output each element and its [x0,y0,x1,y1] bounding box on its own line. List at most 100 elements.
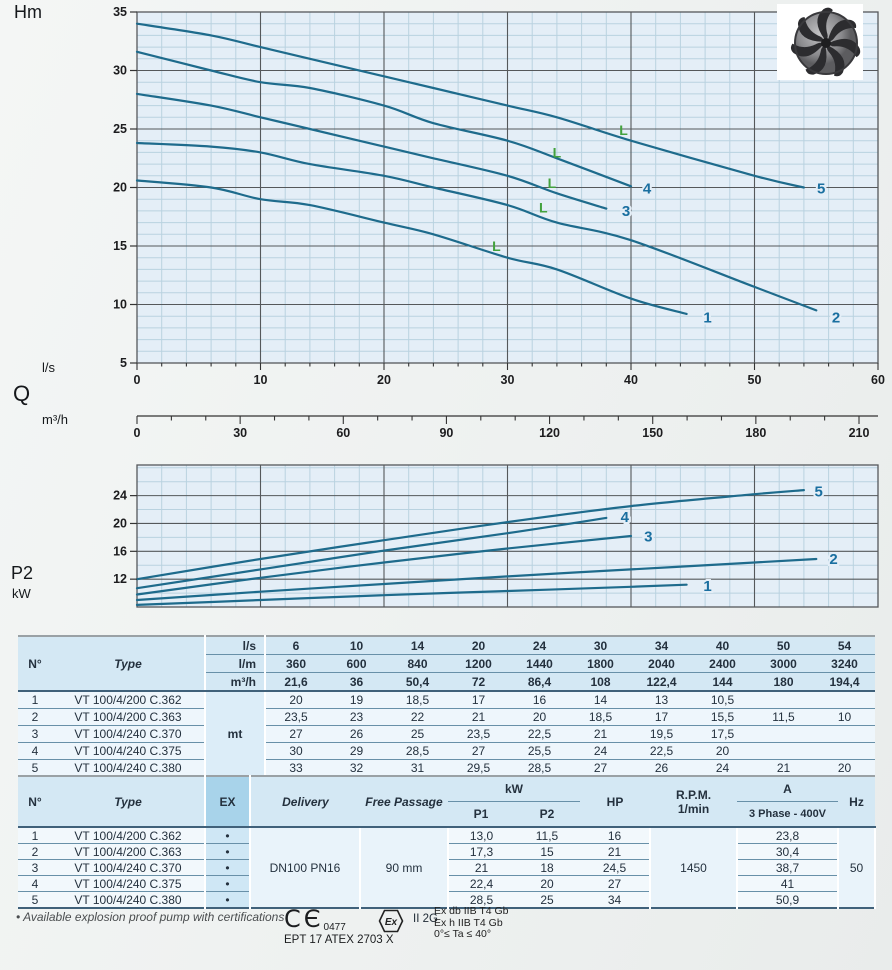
power-unit-label: kW [12,586,31,601]
col-header-no: N° [18,776,52,828]
m3h-tick-label: 180 [745,426,766,440]
motor-data-table: N° Type EX Delivery Free Passage kW HP R.P.M. 1/… [18,775,876,909]
head-value-cell: 24 [570,742,631,760]
ls-tick-label: 0 [134,373,141,387]
head-value-cell: 17 [631,708,692,726]
head-value-cell: 20 [692,742,753,760]
table-row: 3 VT 100/4/240 C.370 27 26 25 23,5 22,5 21 19,5 1… [18,725,875,743]
head-value-cell: 27 [570,759,631,777]
head-curve-label-1: 1 [703,309,711,326]
impeller-blade [790,42,823,57]
head-value-cell [753,742,814,760]
head-value-cell: 14 [570,691,631,709]
head-curve-label-5: 5 [817,181,825,198]
unit-header-1: l/s [204,636,266,655]
power-curve-label-4: 4 [621,509,630,526]
head-value-cell [753,725,814,743]
ex-available-dot: • [204,859,251,876]
row-number-cell: 5 [18,891,52,908]
table-row: 1 VT 100/4/200 C.362 mt 20 19 18,5 17 16 14 13 10,… [18,691,875,777]
head-value-cell: 17 [448,691,509,709]
head-value-cell: 15,5 [692,708,753,726]
head-value-cell: 25 [387,725,448,743]
ex-available-dot: • [204,827,251,844]
amps-cell: 38,7 [737,859,838,876]
head-value-cell: 27 [265,725,326,743]
head-value-cell: 20 [509,708,570,726]
table-row: 5 VT 100/4/240 C.380 • 28,5 25 34 50,9 [18,891,875,908]
m3h-tick-label: 150 [642,426,663,440]
head-value-cell: 23 [326,708,387,726]
col-header-no: N° [18,636,52,692]
head-value-cell: 18,5 [387,691,448,709]
p1-cell: 22,4 [448,875,514,892]
head-value-cell: 10,5 [692,691,753,709]
impeller-blade [829,38,861,58]
table-row: 3 VT 100/4/240 C.370 • 21 18 24,5 38,7 [18,859,875,876]
row-number-cell: 3 [18,859,52,876]
limit-marker: L [539,199,548,215]
flow-header-cell: 2400 [692,654,753,673]
pump-type-cell: VT 100/4/240 C.370 [52,859,205,876]
head-curve-5 [135,22,805,189]
head-value-cell: 22 [387,708,448,726]
row-number-cell: 4 [18,875,52,892]
m3h-tick-label: 90 [439,426,453,440]
ex-marking-line: Ex db IIB T4 Gb [434,905,509,917]
p2-cell: 15 [514,843,580,860]
m3h-tick-label: 210 [849,426,870,440]
ex-available-dot: • [204,843,251,860]
head-value-cell: 11,5 [753,708,814,726]
y-tick-label: 12 [113,572,127,586]
head-value-cell [814,691,875,709]
ex-marking-lines: Ex db IIB T4 Gb Ex h IIB T4 Gb 0°≤ Ta ≤ … [434,905,509,941]
head-value-cell: 24 [692,759,753,777]
y-tick-label: 30 [113,64,127,78]
head-value-cell: 21 [448,708,509,726]
power-curve-label-1: 1 [703,578,711,595]
pump-type-cell: VT 100/4/240 C.375 [52,875,205,892]
pump-type-cell: VT 100/4/200 C.362 [52,827,205,844]
flow-header-cell: 1800 [570,654,631,673]
table-body: 1 VT 100/4/200 C.362 • DN100 PN16 90 mm 13,0 1… [18,827,876,908]
head-value-cell: 20 [814,759,875,777]
header-row: N° Type EX Delivery Free Passage kW HP R.P.M. 1/… [18,776,875,828]
head-value-cell: 28,5 [387,742,448,760]
head-curve-1 [135,179,688,315]
flow-header-cell: 86,4 [509,672,570,692]
pump-type-cell: VT 100/4/200 C.363 [52,708,205,726]
header-row: N° Type l/s 6 10 14 20 24 30 34 40 50 54 [18,636,875,692]
ex-available-dot: • [204,875,251,892]
unit-mt-cell: mt [204,691,266,777]
flow-unit-m3h-label: m³/h [42,412,68,427]
m3h-tick-label: 30 [233,426,247,440]
flow-header-cell: 40 [692,636,753,655]
flow-header-cell: 6 [265,636,326,655]
amps-cell: 41 [737,875,838,892]
table-row: 4 VT 100/4/240 C.375 30 29 28,5 27 25,5 24 22,5 2… [18,742,875,760]
unit-header-3: m³/h [204,672,266,692]
m3h-tick-label: 60 [336,426,350,440]
flow-header-cell: 54 [814,636,875,655]
flow-header-cell: 3000 [753,654,814,673]
head-values-table-wrap: N° Type l/s 6 10 14 20 24 30 34 40 50 54 l/m 360 600 840… [18,635,875,778]
flow-header-cell: 14 [387,636,448,655]
plot-border [136,464,879,608]
impeller-blade [805,46,827,75]
col-header-rpm: R.P.M. 1/min [650,776,737,828]
head-value-cell: 26 [631,759,692,777]
p1-cell: 28,5 [448,891,514,908]
ce-certification: CЄ0477 EPT 17 ATEX 2703 X [284,905,394,946]
head-value-cell: 16 [509,691,570,709]
power-curve-label-5: 5 [815,483,823,500]
head-curve-label-4: 4 [643,181,652,198]
head-value-cell: 10 [814,708,875,726]
power-curve-label-2: 2 [829,551,837,568]
power-curve-2 [135,557,818,602]
explosion-proof-note: • Available explosion proof pump with ce… [16,910,285,924]
head-value-cell: 31 [387,759,448,777]
flow-header-cell: 24 [509,636,570,655]
